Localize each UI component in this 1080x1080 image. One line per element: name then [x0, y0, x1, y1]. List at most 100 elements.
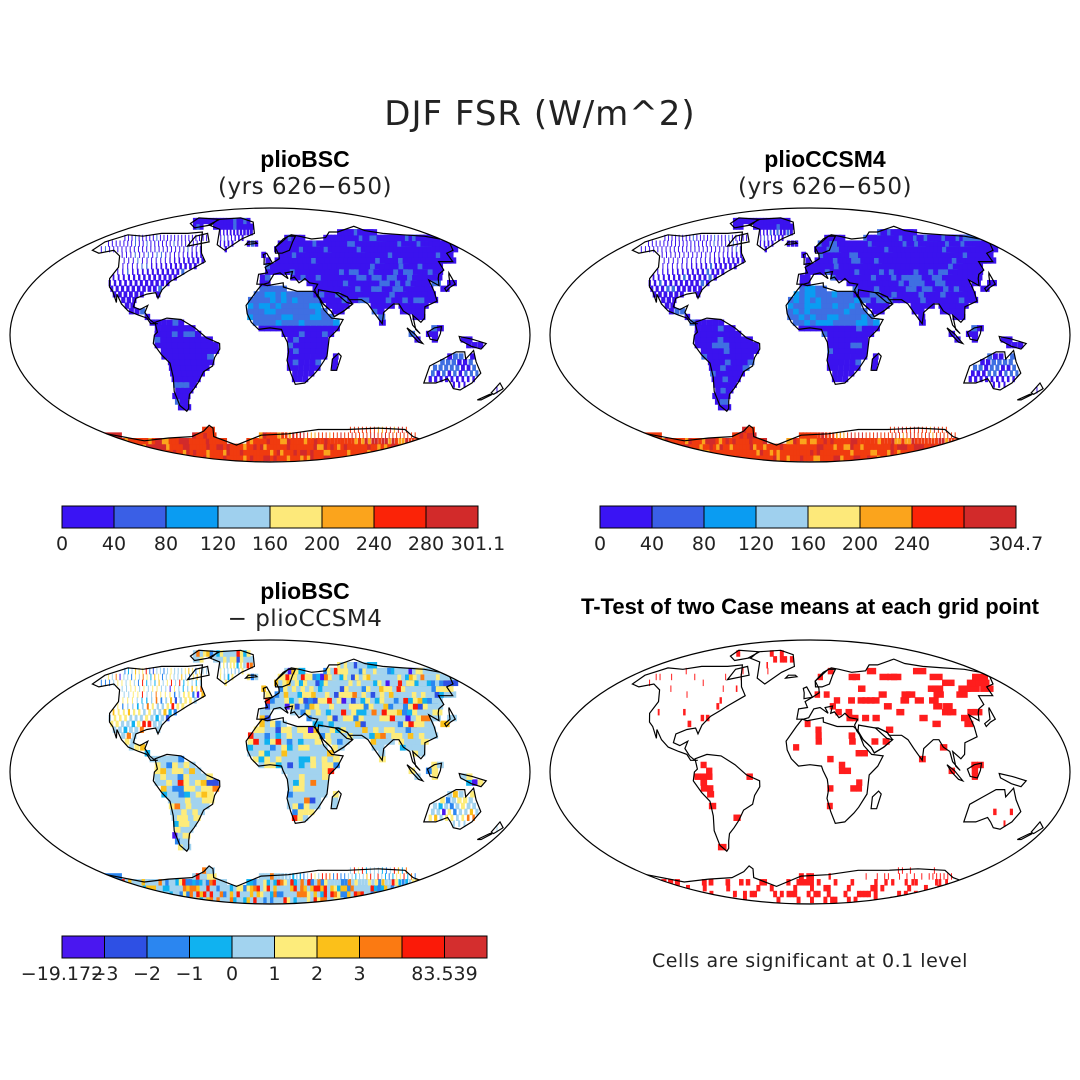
grid-cell [167, 358, 176, 366]
grid-cell [300, 673, 308, 681]
grid-cell [335, 708, 344, 716]
grid-cell [408, 720, 418, 728]
grid-cell [472, 802, 476, 810]
grid-cell [166, 773, 173, 780]
grid-cell [657, 246, 659, 253]
grid-cell [719, 454, 724, 462]
grid-cell [331, 263, 340, 270]
grid-cell [384, 432, 386, 439]
grid-cell [193, 263, 197, 270]
map-plioBSC [9, 207, 531, 463]
grid-cell [412, 274, 422, 281]
grid-cell [298, 364, 304, 371]
grid-cell [292, 732, 299, 739]
grid-cell [373, 867, 375, 874]
grid-cell [396, 873, 398, 880]
grid-cell [1009, 370, 1013, 377]
grid-cell [378, 313, 386, 321]
grid-cell [921, 873, 923, 880]
grid-cell [259, 438, 264, 445]
grid-cell [910, 896, 915, 904]
grid-cell [360, 285, 369, 292]
grid-cell [125, 449, 130, 456]
grid-cell [298, 319, 306, 326]
grid-cell [850, 449, 855, 456]
coastline-newZealand [490, 820, 504, 835]
grid-cell [156, 443, 161, 450]
grid-cell [668, 879, 674, 886]
grid-cell [431, 263, 444, 270]
grid-cell [668, 308, 674, 315]
grid-cell [169, 257, 171, 264]
grid-cell [348, 714, 356, 722]
grid-cell [270, 884, 274, 892]
grid-cell [377, 867, 379, 874]
grid-cell [279, 691, 285, 698]
grid-cell [706, 268, 710, 275]
grid-cell [747, 353, 754, 360]
grid-cell [907, 884, 912, 892]
grid-cell [347, 890, 352, 898]
grid-cell [185, 826, 194, 833]
grid-cell [308, 370, 315, 377]
grid-cell [668, 438, 674, 445]
grid-cell [796, 454, 801, 462]
grid-cell [334, 268, 342, 275]
grid-cell [1002, 358, 1008, 366]
grid-cell [370, 302, 378, 309]
grid-cell [253, 744, 260, 751]
grid-cell [293, 443, 298, 450]
grid-cell [131, 438, 137, 445]
grid-cell [343, 257, 352, 264]
grid-cell [303, 884, 308, 892]
grid-cell [121, 251, 123, 258]
coastline-madagascar [330, 352, 342, 371]
grid-cell [318, 291, 326, 298]
grid-cell [389, 726, 398, 733]
grid-cell [475, 808, 479, 816]
grid-cell [810, 268, 816, 275]
grid-cell [804, 296, 811, 304]
grid-cell [855, 308, 862, 315]
grid-cell [236, 650, 241, 657]
grid-cell [294, 667, 302, 675]
grid-cell [315, 791, 322, 798]
grid-cell [122, 890, 127, 898]
grid-cell [975, 679, 990, 687]
grid-cell [125, 679, 127, 687]
map-ttest [549, 639, 1071, 905]
grid-cell [810, 263, 816, 270]
grid-cell [258, 296, 266, 304]
grid-cell [183, 691, 185, 698]
grid-cell [344, 879, 348, 886]
grid-cell [822, 246, 829, 253]
grid-cell [388, 268, 398, 275]
grid-cell [180, 802, 188, 810]
grid-cell [229, 656, 234, 663]
grid-cell [418, 296, 428, 304]
grid-cell [192, 691, 195, 698]
grid-cell [312, 263, 320, 270]
grid-cell [923, 291, 932, 298]
grid-cell [304, 358, 310, 366]
grid-cell [270, 432, 274, 439]
grid-cell [246, 879, 251, 886]
grid-cell [318, 873, 320, 880]
grid-cell [223, 217, 228, 225]
grid-cell [135, 234, 137, 242]
coastline-sumatra [946, 764, 965, 783]
grid-cell [828, 873, 831, 880]
grid-cell [156, 454, 161, 462]
grid-cell [174, 838, 184, 845]
grid-cell [850, 342, 857, 349]
grid-cell [732, 890, 737, 898]
grid-cell [131, 667, 133, 675]
grid-cell [833, 263, 841, 270]
grid-cell [363, 884, 368, 892]
grid-cell [177, 832, 186, 839]
grid-cell [856, 779, 863, 786]
grid-cell [717, 392, 726, 400]
grid-cell [213, 656, 217, 663]
grid-cell [206, 890, 211, 898]
grid-cell [185, 879, 191, 886]
